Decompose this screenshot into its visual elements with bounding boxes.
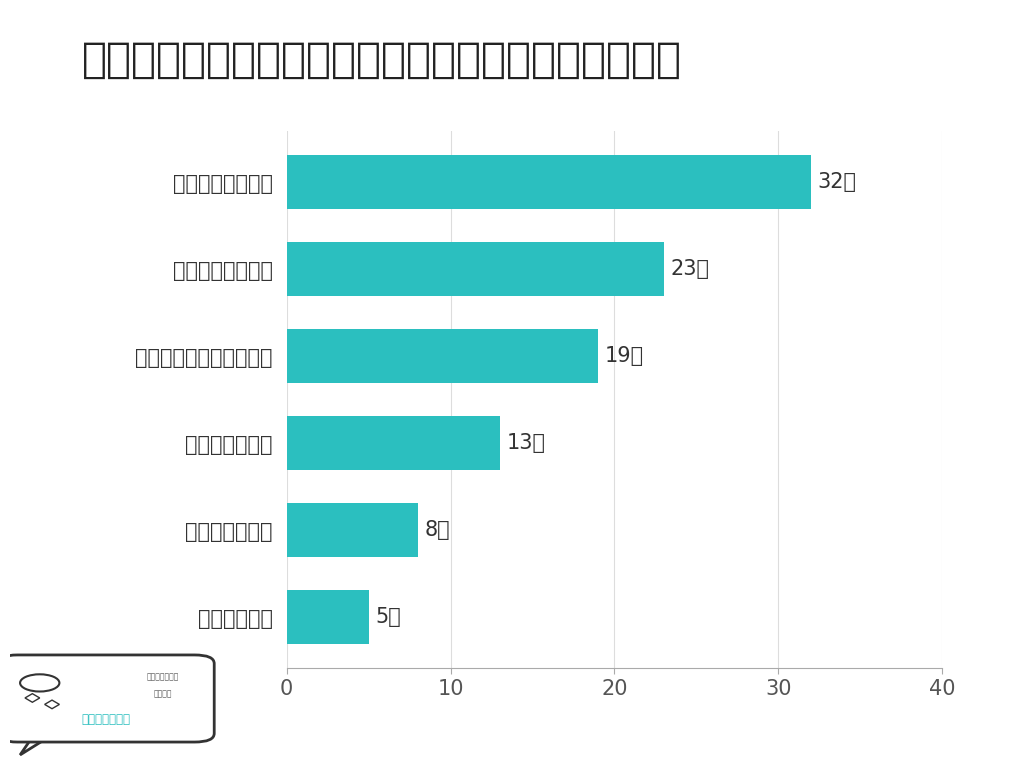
Bar	[287, 329, 598, 382]
Polygon shape	[45, 700, 59, 709]
Bar	[287, 416, 500, 470]
Text: 香りが控え目のシャンプー選びで一番大切なことは？: 香りが控え目のシャンプー選びで一番大切なことは？	[82, 38, 682, 81]
Text: なれる話: なれる話	[154, 689, 172, 698]
Text: 32人: 32人	[817, 172, 856, 192]
Text: 13人: 13人	[506, 433, 545, 453]
Circle shape	[20, 674, 59, 691]
Bar	[287, 155, 811, 209]
Bar	[287, 242, 664, 296]
Text: あしたいい髪に: あしたいい髪に	[146, 672, 179, 681]
Text: 19人: 19人	[604, 346, 644, 366]
FancyBboxPatch shape	[0, 655, 214, 742]
Polygon shape	[20, 733, 54, 755]
Polygon shape	[25, 694, 40, 702]
Bar	[287, 590, 369, 644]
Bar	[287, 503, 418, 557]
Text: ヘアケアトーク: ヘアケアトーク	[82, 713, 131, 726]
Text: 8人: 8人	[424, 520, 450, 540]
Text: 23人: 23人	[670, 259, 709, 279]
Text: 5人: 5人	[375, 607, 401, 627]
